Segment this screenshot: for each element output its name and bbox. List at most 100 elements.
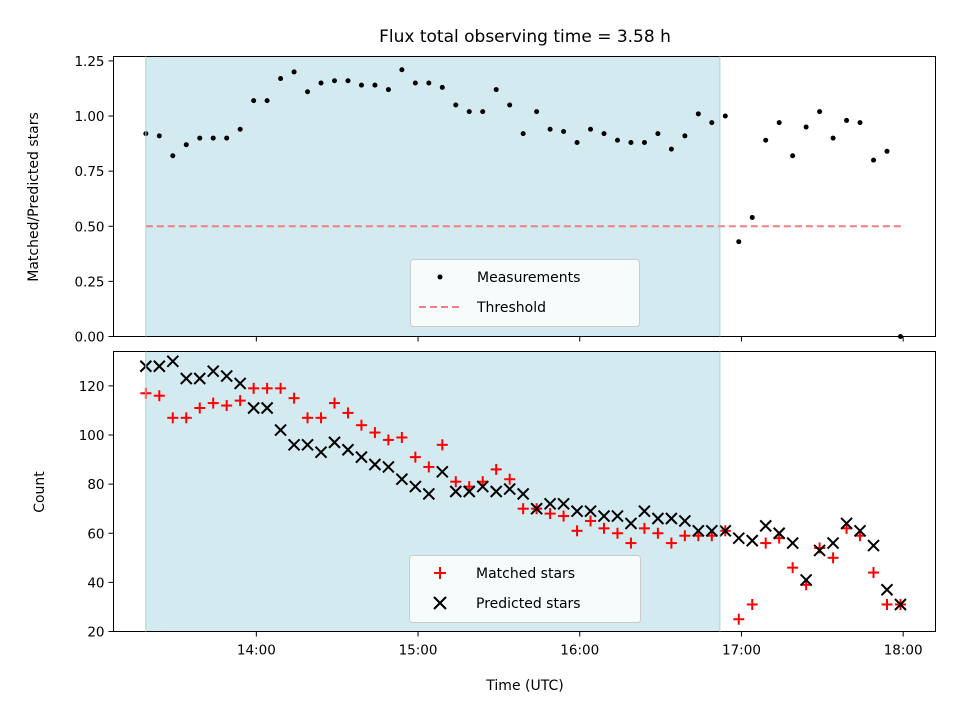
measurement-point [736, 239, 742, 245]
predicted-star-point [314, 445, 328, 459]
matched-star-point [302, 412, 314, 424]
predicted-star-point [449, 485, 462, 498]
predicted-star-d2 [368, 458, 382, 471]
measurement-point [251, 98, 257, 104]
predicted-star-d2 [692, 524, 705, 538]
predicted-star-d2 [233, 377, 247, 390]
matched-star-point [396, 431, 408, 443]
predicted-star-point [894, 598, 907, 611]
predicted-star-point [853, 524, 867, 538]
measurement-point [817, 109, 823, 115]
predicted-star-d2 [274, 423, 287, 437]
predicted-star-d2 [153, 360, 166, 373]
predicted-star-point [570, 504, 584, 518]
predicted-star-point [638, 504, 651, 518]
measurement-point [170, 153, 176, 159]
measurement-point [453, 102, 459, 108]
bottom-legend: Matched stars Predicted stars [409, 555, 641, 623]
measurement-point [197, 135, 203, 141]
matched-star-point [585, 515, 597, 527]
bottom-panel: 20 40 60 80 100 120 14:00 15:00 16:00 17:00 18:00… [32, 351, 936, 694]
measurement-point [237, 126, 243, 132]
legend-measurements-label: Measurements [477, 270, 580, 286]
predicted-star-point [247, 401, 260, 415]
predicted-star-point [786, 536, 799, 550]
measurement-point [412, 80, 418, 86]
predicted-star-point [287, 438, 301, 452]
top-legend-box [410, 259, 640, 327]
legend-matched-label: Matched stars [476, 566, 575, 582]
x-tick-label: 17:00 [722, 643, 761, 659]
predicted-star-d2 [301, 438, 314, 452]
measurement-point [520, 131, 526, 137]
predicted-star-d2 [530, 502, 543, 515]
predicted-star-d2 [894, 598, 907, 611]
predicted-star-d2 [597, 509, 611, 523]
x-tick-label: 18:00 [884, 643, 923, 659]
matched-star-point [679, 530, 691, 542]
predicted-star-d2 [772, 527, 786, 540]
matched-star-point [598, 522, 610, 534]
measurement-point [871, 157, 877, 163]
predicted-star-d2 [355, 450, 368, 464]
measurement-point [385, 87, 391, 93]
predicted-star-point [705, 524, 719, 538]
predicted-star-d2 [543, 497, 557, 510]
predicted-star-point [611, 509, 624, 523]
measurement-point [399, 67, 405, 73]
predicted-star-point [732, 531, 745, 545]
measurement-point [439, 84, 445, 90]
predicted-star-point [180, 372, 193, 385]
predicted-star-d2 [611, 509, 624, 523]
legend-threshold-label: Threshold [476, 300, 546, 316]
bottom-y-ticks: 20 40 60 80 100 120 [79, 379, 114, 641]
predicted-star-d2 [476, 480, 489, 493]
predicted-star-d2 [382, 460, 395, 474]
legend-predicted-label: Predicted stars [476, 596, 581, 612]
measurement-points [143, 67, 903, 339]
measurement-point [305, 89, 311, 95]
predicted-star-point [395, 473, 409, 486]
predicted-star-d2 [732, 531, 745, 545]
bottom-y-tick-label: 20 [87, 625, 104, 641]
predicted-star-point [759, 519, 772, 533]
measurement-point [372, 82, 378, 88]
measurement-point [561, 128, 567, 134]
predicted-star-d2 [853, 524, 867, 538]
bottom-y-axis-label: Count [32, 471, 48, 513]
matched-star-point [275, 382, 287, 394]
predicted-star-point [436, 465, 449, 479]
predicted-star-d2 [570, 504, 584, 518]
measurement-point [763, 137, 769, 143]
measurement-point [358, 82, 364, 88]
predicted-star-point [233, 377, 247, 390]
measurement-point [655, 131, 661, 137]
matched-star-point [638, 522, 650, 534]
measurement-point [884, 148, 890, 154]
bottom-y-tick-label: 120 [79, 379, 105, 395]
matched-star-point [207, 397, 219, 409]
measurement-point [278, 76, 284, 82]
measurement-point [668, 146, 674, 152]
measurement-point [722, 113, 728, 119]
predicted-star-d2 [436, 465, 449, 479]
top-y-tick-label: 0.00 [74, 330, 104, 346]
predicted-star-point [826, 536, 840, 550]
measurement-point [264, 98, 270, 104]
predicted-star-point [489, 485, 503, 498]
measurement-point [682, 133, 688, 139]
predicted-star-point [193, 372, 206, 385]
measurement-point [318, 80, 324, 86]
predicted-star-d2 [260, 401, 274, 415]
predicted-star-d2 [705, 524, 719, 538]
predicted-star-d2 [584, 504, 597, 518]
matched-star-point [746, 598, 758, 610]
predicted-star-d2 [799, 573, 813, 587]
matched-star-point [423, 461, 435, 473]
matched-star-point [436, 439, 448, 451]
measurement-point [695, 111, 701, 117]
matched-star-point [544, 508, 556, 520]
matched-star-point [787, 562, 799, 574]
predicted-star-d2 [193, 372, 206, 385]
predicted-star-point [260, 401, 274, 415]
